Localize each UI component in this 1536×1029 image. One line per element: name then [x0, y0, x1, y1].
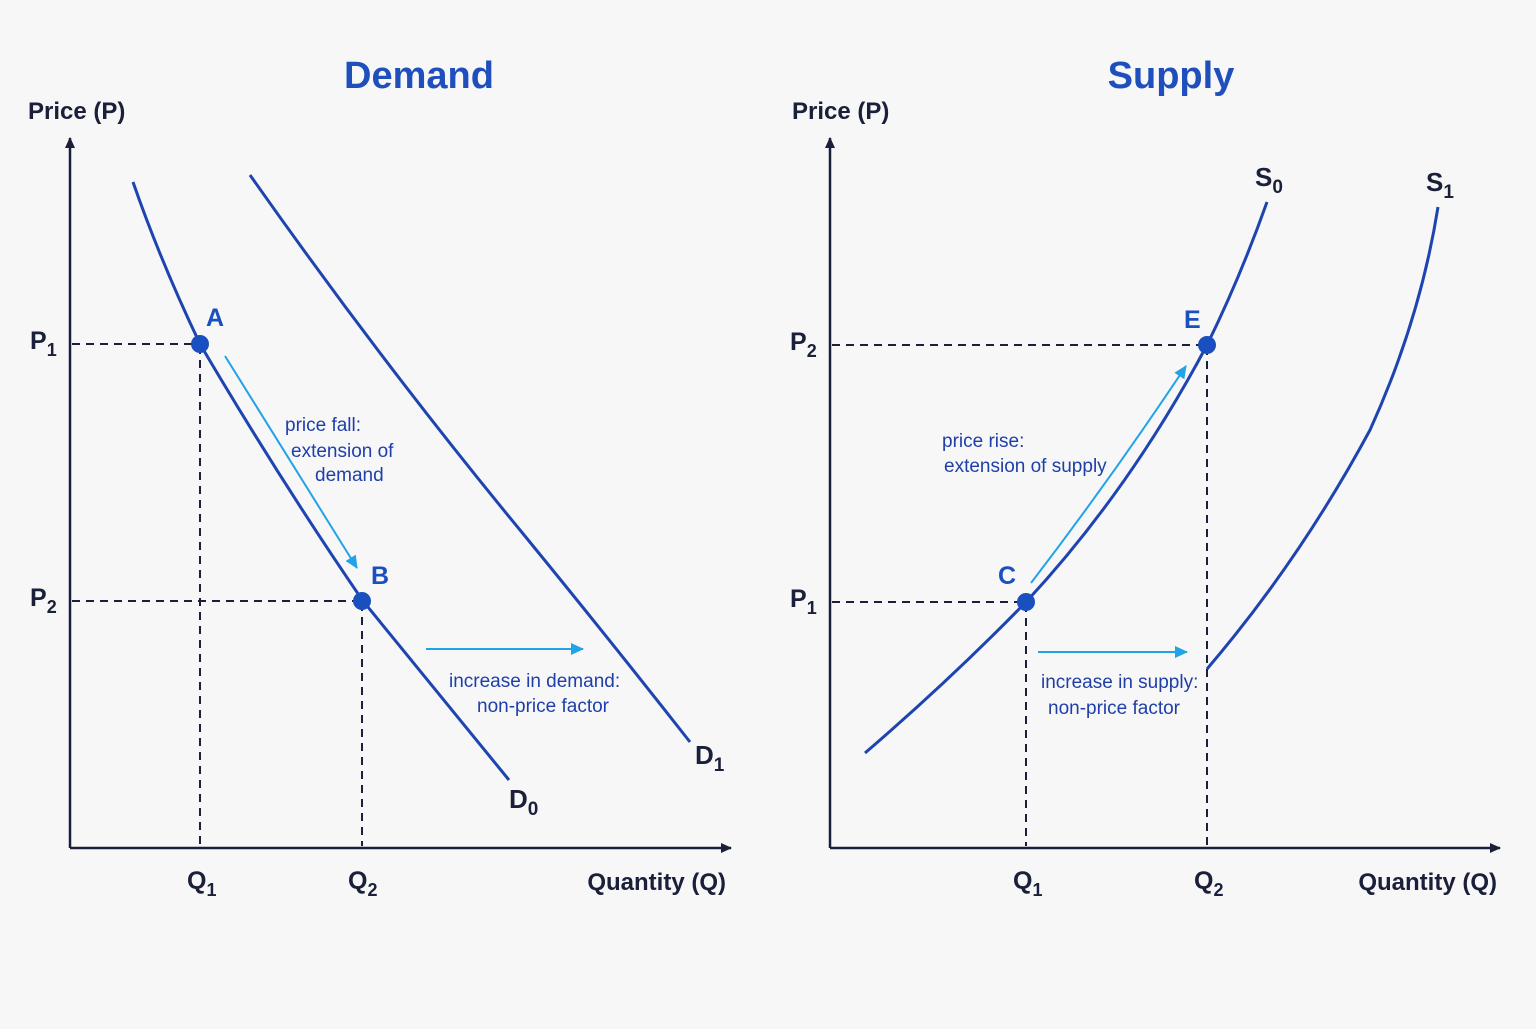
point-label-e: E	[1184, 306, 1201, 334]
demand-x-axis-label: Quantity (Q)	[587, 869, 726, 896]
demand-x-tick-q2: Q2	[348, 867, 377, 900]
point-a	[191, 335, 209, 353]
point-c	[1017, 593, 1035, 611]
demand-movement-note-1: price fall:	[285, 415, 361, 436]
point-label-b: B	[371, 562, 389, 590]
demand-x-tick-q1: Q1	[187, 867, 216, 900]
demand-y-tick-p2: P2	[30, 584, 57, 617]
point-label-a: A	[206, 304, 224, 332]
demand-movement-arrow	[224, 355, 358, 569]
supply-movement-note-2: extension of supply	[944, 456, 1107, 477]
supply-movement-arrow	[1030, 365, 1187, 584]
supply-shift-note-2: non-price factor	[1048, 698, 1181, 719]
point-e	[1198, 336, 1216, 354]
supply-title: Supply	[1108, 55, 1235, 97]
supply-y-axis-label: Price (P)	[792, 98, 889, 125]
point-label-c: C	[998, 562, 1016, 590]
series-label-d1: D1	[695, 740, 725, 776]
demand-shift-note-1: increase in demand:	[449, 671, 620, 692]
supply-x-tick-q1: Q1	[1013, 867, 1042, 900]
supply-panel: Supply Price (P) Quantity (Q) P2 P1 Q1 Q…	[790, 55, 1501, 900]
series-label-s0: S0	[1255, 162, 1283, 198]
supply-y-tick-p1: P1	[790, 585, 817, 618]
demand-y-tick-p1: P1	[30, 327, 57, 360]
series-line-d0	[131, 181, 511, 781]
series-label-s1: S1	[1426, 167, 1454, 203]
point-b	[353, 592, 371, 610]
series-label-d0: D0	[509, 784, 538, 820]
supply-x-axis-label: Quantity (Q)	[1358, 869, 1497, 896]
supply-shift-note-1: increase in supply:	[1041, 672, 1198, 693]
supply-movement-note-1: price rise:	[942, 431, 1024, 452]
demand-y-axis-label: Price (P)	[28, 98, 125, 125]
demand-movement-note-3: demand	[315, 465, 384, 486]
demand-movement-note-2: extension of	[291, 441, 394, 462]
supply-x-tick-q2: Q2	[1194, 867, 1223, 900]
supply-y-tick-p2: P2	[790, 328, 817, 361]
series-line-d1	[248, 174, 692, 743]
demand-panel: Demand Price (P) Quantity (Q) P1 P2 Q1 Q…	[28, 55, 732, 900]
demand-title: Demand	[344, 55, 494, 97]
demand-shift-note-2: non-price factor	[477, 696, 610, 717]
series-line-s0	[864, 201, 1269, 755]
series-line-s1	[1205, 206, 1440, 670]
